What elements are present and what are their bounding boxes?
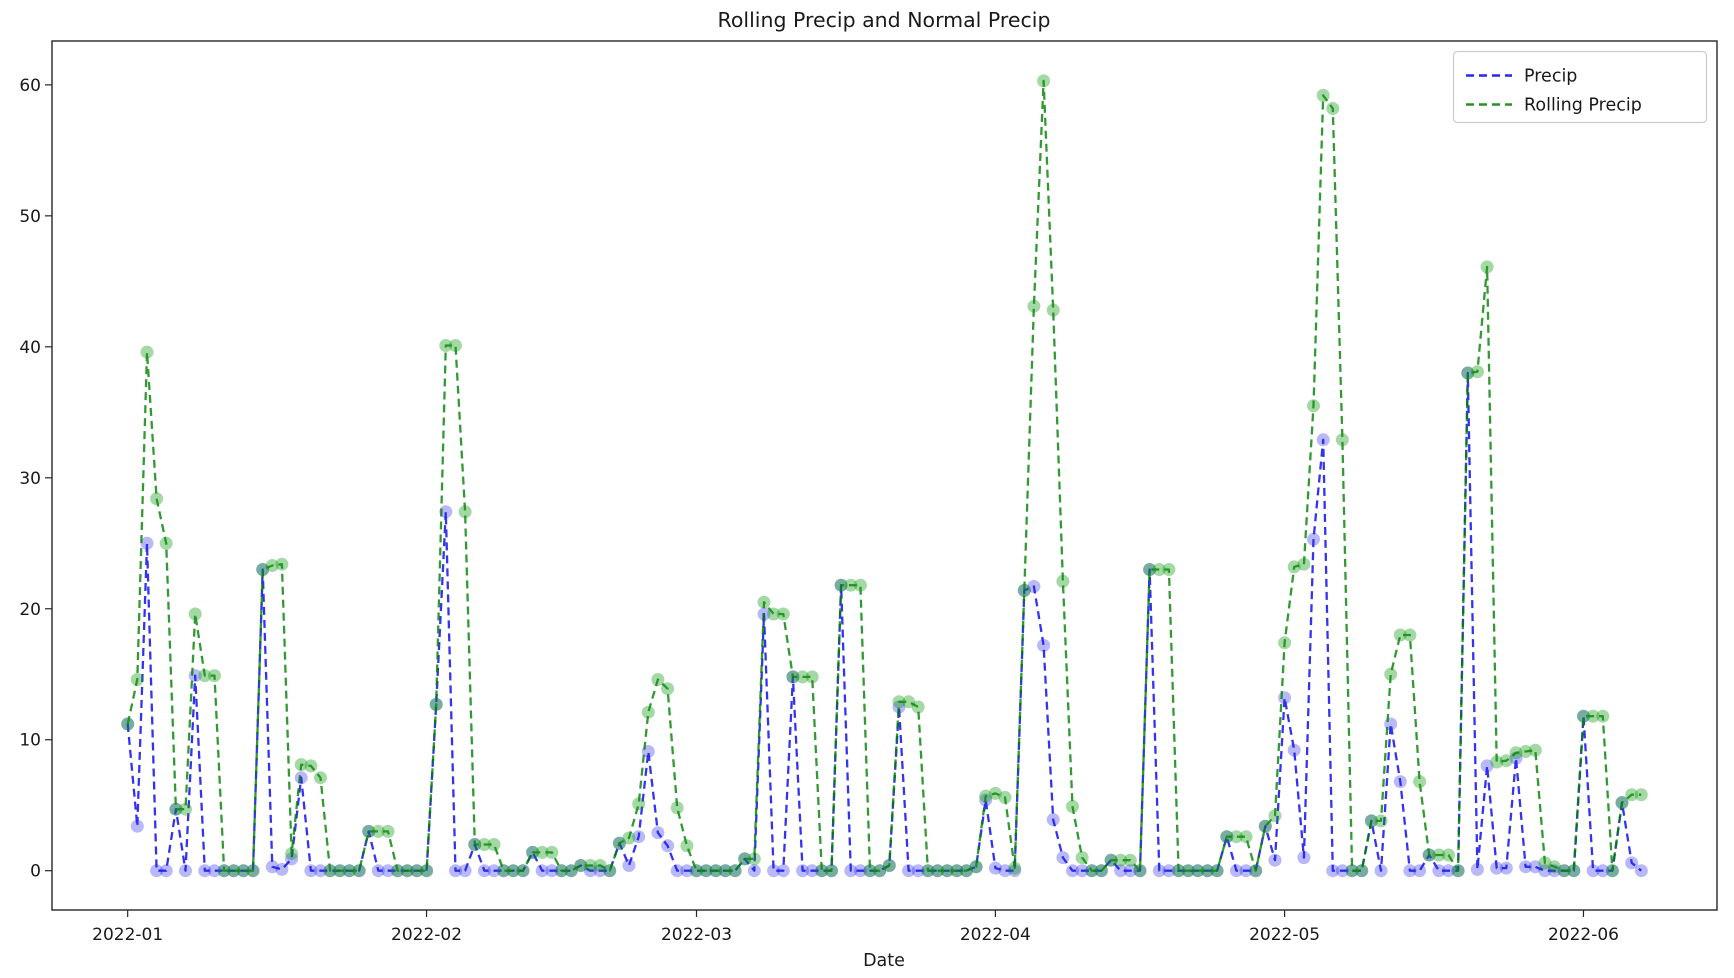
x-axis-label: Date <box>863 951 905 971</box>
plot-frame <box>51 40 1718 911</box>
y-tick-label: 30 <box>19 469 41 489</box>
x-tick-label: 2022-02 <box>391 925 462 945</box>
plot-series <box>121 74 1648 878</box>
series-precip <box>121 366 1648 878</box>
y-tick-label: 40 <box>19 338 41 358</box>
x-tick-label: 2022-05 <box>1249 925 1320 945</box>
legend-label-rolling-precip: Rolling Precip <box>1524 96 1642 116</box>
y-tick-label: 0 <box>30 862 41 882</box>
legend: Precip Rolling Precip <box>1452 50 1708 124</box>
y-axis-ticks: 0 10 20 30 40 50 60 <box>19 76 52 882</box>
x-tick-label: 2022-06 <box>1548 925 1619 945</box>
x-tick-label: 2022-04 <box>960 925 1031 945</box>
y-tick-label: 10 <box>19 731 41 751</box>
legend-label-precip: Precip <box>1524 67 1577 87</box>
x-axis-ticks: 2022-01 2022-02 2022-03 2022-04 2022-05 2022-… <box>92 910 1619 945</box>
y-tick-label: 60 <box>19 76 41 96</box>
y-tick-label: 20 <box>19 600 41 620</box>
chart-title: Rolling Precip and Normal Precip <box>718 8 1051 32</box>
y-tick-label: 50 <box>19 207 41 227</box>
x-tick-label: 2022-03 <box>661 925 732 945</box>
series-rolling-precip <box>121 74 1648 878</box>
legend-box <box>1452 50 1708 124</box>
x-tick-label: 2022-01 <box>92 925 163 945</box>
